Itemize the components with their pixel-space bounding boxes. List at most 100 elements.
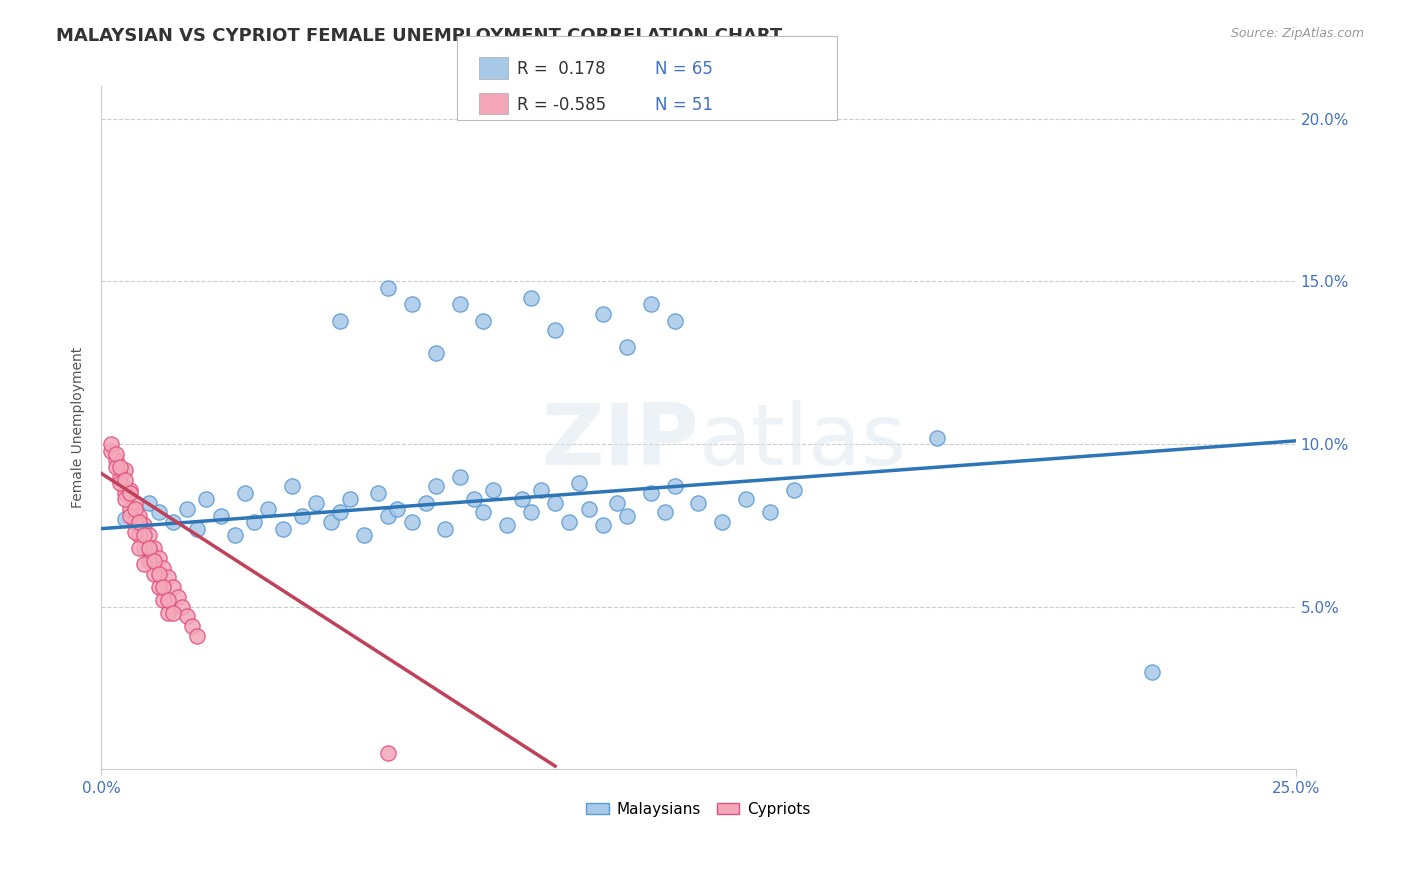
Point [319, 515, 342, 529]
Point [664, 313, 686, 327]
Point [138, 541, 160, 556]
Point [735, 492, 758, 507]
Point [118, 502, 141, 516]
Point [152, 580, 174, 594]
Point [118, 486, 141, 500]
Point [463, 492, 485, 507]
Point [110, 469, 132, 483]
Point [138, 528, 160, 542]
Point [114, 473, 136, 487]
Point [104, 453, 127, 467]
Point [100, 437, 122, 451]
Point [148, 580, 170, 594]
Legend: Malaysians, Cypriots: Malaysians, Cypriots [581, 796, 817, 823]
Point [415, 495, 437, 509]
Point [152, 560, 174, 574]
Point [209, 508, 232, 523]
Point [157, 593, 180, 607]
Text: MALAYSIAN VS CYPRIOT FEMALE UNEMPLOYMENT CORRELATION CHART: MALAYSIAN VS CYPRIOT FEMALE UNEMPLOYMENT… [56, 27, 783, 45]
Point [142, 554, 165, 568]
Point [257, 502, 280, 516]
Point [162, 580, 184, 594]
Point [114, 492, 136, 507]
Point [128, 515, 150, 529]
Point [128, 508, 150, 523]
Point [291, 508, 314, 523]
Point [568, 476, 591, 491]
Point [142, 567, 165, 582]
Point [530, 483, 553, 497]
Point [128, 528, 150, 542]
Point [558, 515, 581, 529]
Point [128, 518, 150, 533]
Point [367, 486, 389, 500]
Point [387, 502, 409, 516]
Point [100, 443, 122, 458]
Point [148, 550, 170, 565]
Point [654, 505, 676, 519]
Point [472, 313, 495, 327]
Point [186, 629, 208, 643]
Point [124, 495, 146, 509]
Point [606, 495, 628, 509]
Point [172, 599, 194, 614]
Point [142, 541, 165, 556]
Point [377, 508, 399, 523]
Point [711, 515, 734, 529]
Text: Source: ZipAtlas.com: Source: ZipAtlas.com [1230, 27, 1364, 40]
Point [664, 479, 686, 493]
Y-axis label: Female Unemployment: Female Unemployment [72, 347, 86, 508]
Point [271, 522, 294, 536]
Point [124, 515, 146, 529]
Point [114, 512, 136, 526]
Point [176, 609, 198, 624]
Point [138, 495, 160, 509]
Point [544, 323, 567, 337]
Point [128, 541, 150, 556]
Point [176, 502, 198, 516]
Point [482, 483, 505, 497]
Point [329, 505, 352, 519]
Point [927, 431, 949, 445]
Point [110, 476, 132, 491]
Point [640, 486, 662, 500]
Point [110, 459, 132, 474]
Point [449, 297, 471, 311]
Point [243, 515, 266, 529]
Point [401, 515, 423, 529]
Point [233, 486, 256, 500]
Point [401, 297, 423, 311]
Point [157, 606, 180, 620]
Point [134, 518, 156, 533]
Point [305, 495, 328, 509]
Point [124, 524, 146, 539]
Point [449, 469, 471, 483]
Point [759, 505, 782, 519]
Point [353, 528, 375, 542]
Point [425, 479, 447, 493]
Point [162, 606, 184, 620]
Point [592, 518, 614, 533]
Point [688, 495, 710, 509]
Point [377, 281, 399, 295]
Point [157, 570, 180, 584]
Point [592, 307, 614, 321]
Point [162, 515, 184, 529]
Point [138, 554, 160, 568]
Point [114, 486, 136, 500]
Point [114, 463, 136, 477]
Point [616, 339, 638, 353]
Text: N = 65: N = 65 [655, 60, 713, 78]
Point [496, 518, 519, 533]
Point [104, 459, 127, 474]
Point [510, 492, 533, 507]
Point [134, 558, 156, 572]
Point [616, 508, 638, 523]
Point [377, 746, 399, 760]
Point [124, 502, 146, 516]
Text: R = -0.585: R = -0.585 [517, 95, 606, 113]
Point [134, 528, 156, 542]
Point [329, 313, 352, 327]
Point [434, 522, 457, 536]
Point [783, 483, 806, 497]
